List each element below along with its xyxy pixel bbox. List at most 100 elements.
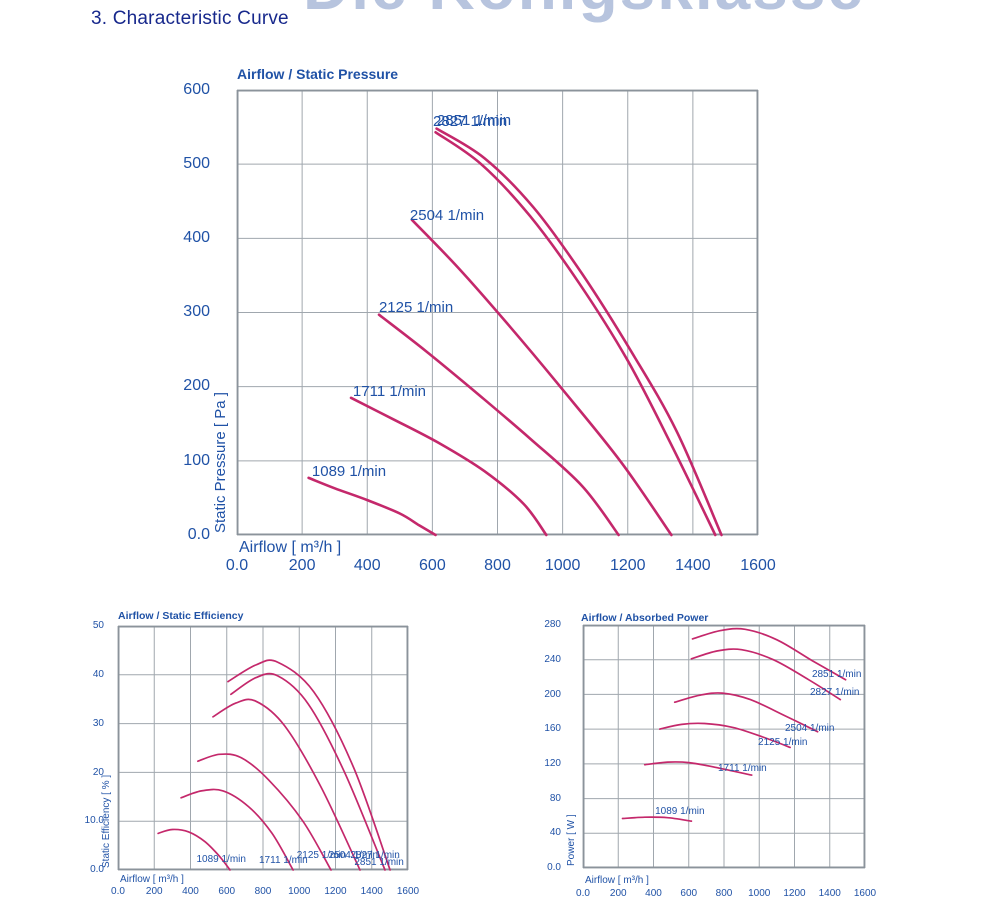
curve-label-2504: 2504 1/min bbox=[784, 723, 835, 735]
x-tick-label: 1000 bbox=[288, 886, 311, 897]
curve-2827-rpm bbox=[434, 131, 717, 537]
curve-label-2851: 2851 1/min bbox=[354, 856, 404, 868]
x-tick-label: 200 bbox=[609, 888, 627, 899]
curve-2827-rpm bbox=[690, 648, 842, 701]
x-tick-label: 800 bbox=[254, 886, 272, 897]
plot-area-efficiency bbox=[117, 625, 409, 871]
y-tick-label: 80 bbox=[549, 792, 561, 804]
curve-label-2827: 2827 1/min bbox=[350, 849, 400, 861]
plot-border bbox=[237, 90, 758, 535]
x-tick-label: 1400 bbox=[818, 888, 841, 899]
x-tick-label: 400 bbox=[353, 557, 381, 574]
x-tick-label: 200 bbox=[288, 557, 316, 574]
y-tick-label: 100 bbox=[183, 451, 210, 469]
x-tick-label: 0.0 bbox=[225, 557, 249, 574]
y-tick-label: 40 bbox=[92, 669, 104, 680]
x-axis-label: Airflow [ m³/h ] bbox=[120, 874, 184, 885]
curve-label-2125: 2125 1/min bbox=[296, 849, 347, 861]
x-tick-label: 800 bbox=[715, 888, 733, 899]
curve-label-1711: 1711 1/min bbox=[259, 855, 308, 867]
x-tick-label: 600 bbox=[419, 557, 446, 574]
x-tick-label: 200 bbox=[145, 886, 163, 897]
curve-label-2827: 2827 1/min bbox=[810, 686, 860, 698]
curve-2504-rpm bbox=[410, 218, 673, 537]
curve-2125-rpm bbox=[658, 722, 791, 749]
curve-label-1711: 1711 1/min bbox=[718, 762, 767, 774]
x-tick-label: 1600 bbox=[853, 888, 877, 899]
chart-title: Airflow / Absorbed Power bbox=[581, 612, 709, 624]
y-tick-label: 30 bbox=[92, 717, 104, 729]
curve-label-1711: 1711 1/min bbox=[352, 382, 427, 400]
x-tick-label: 1000 bbox=[544, 557, 581, 574]
y-tick-label: 280 bbox=[544, 619, 561, 631]
x-tick-label: 1600 bbox=[396, 886, 420, 897]
curve-2125-rpm bbox=[377, 313, 620, 537]
curve-1089-rpm bbox=[621, 816, 693, 822]
curve-label-2504: 2504 1/min bbox=[409, 207, 485, 225]
x-tick-label: 600 bbox=[218, 886, 236, 897]
curve-2125-rpm bbox=[197, 753, 332, 871]
watermark-text: Die Königsklasse bbox=[303, 0, 865, 24]
curve-label-1089: 1089 1/min bbox=[311, 463, 387, 481]
y-tick-label: 500 bbox=[183, 154, 210, 172]
curve-1711-rpm bbox=[349, 396, 548, 537]
curve-2851-rpm bbox=[691, 627, 847, 681]
chart-title: Airflow / Static Efficiency bbox=[118, 610, 244, 622]
x-tick-label: 1000 bbox=[748, 888, 771, 899]
curve-2504-rpm bbox=[212, 698, 361, 871]
y-axis-label: Power [ W ] bbox=[566, 814, 577, 866]
y-tick-label: 40 bbox=[549, 827, 561, 839]
curve-1089-rpm bbox=[307, 476, 437, 537]
plot-area-pressure bbox=[236, 89, 759, 537]
y-tick-label: 400 bbox=[183, 229, 210, 247]
curve-label-2851: 2851 1/min bbox=[436, 112, 512, 130]
x-tick-label: 0.0 bbox=[111, 886, 125, 897]
y-tick-label: 0.0 bbox=[187, 525, 210, 543]
y-tick-label: 50 bbox=[92, 620, 104, 632]
curve-label-2827: 2827 1/min bbox=[433, 112, 508, 130]
x-tick-label: 800 bbox=[484, 557, 511, 574]
y-tick-label: 300 bbox=[183, 303, 210, 321]
curve-label-2504: 2504 1/min bbox=[328, 849, 379, 861]
y-tick-label: 200 bbox=[183, 377, 210, 395]
curve-1711-rpm bbox=[643, 761, 753, 776]
chart-title: Airflow / Static Pressure bbox=[237, 66, 399, 82]
x-tick-label: 1200 bbox=[609, 557, 646, 574]
curve-2851-rpm bbox=[435, 127, 723, 537]
y-tick-label: 120 bbox=[544, 758, 561, 770]
x-tick-label: 400 bbox=[645, 888, 662, 899]
x-tick-label: 0.0 bbox=[576, 888, 590, 899]
x-tick-label: 1400 bbox=[675, 557, 711, 574]
x-axis-label: Airflow [ m³/h ] bbox=[585, 875, 649, 886]
plot-border bbox=[118, 626, 408, 870]
curve-2851-rpm bbox=[227, 659, 391, 871]
curve-1711-rpm bbox=[180, 788, 294, 871]
curve-label-1089: 1089 1/min bbox=[196, 854, 246, 866]
y-tick-label: 240 bbox=[544, 653, 561, 665]
x-tick-label: 1600 bbox=[740, 557, 776, 574]
curve-label-2851: 2851 1/min bbox=[811, 669, 862, 681]
plot-border bbox=[583, 625, 865, 868]
x-tick-label: 1200 bbox=[783, 888, 806, 899]
curve-label-2125: 2125 1/min bbox=[378, 299, 454, 317]
y-tick-label: 600 bbox=[183, 80, 210, 98]
y-tick-label: 0.0 bbox=[547, 862, 561, 874]
y-tick-label: 10.0 bbox=[84, 815, 104, 827]
plot-area-power bbox=[582, 624, 866, 869]
x-axis-label: Airflow [ m³/h ] bbox=[239, 539, 342, 556]
x-tick-label: 600 bbox=[680, 888, 698, 899]
x-tick-label: 400 bbox=[182, 886, 199, 897]
page-title: 3. Characteristic Curve bbox=[91, 8, 289, 29]
curve-label-1089: 1089 1/min bbox=[655, 806, 705, 818]
curve-label-2125: 2125 1/min bbox=[758, 736, 808, 748]
y-tick-label: 20 bbox=[92, 766, 104, 778]
x-tick-label: 1200 bbox=[324, 886, 347, 897]
curve-2827-rpm bbox=[230, 672, 386, 871]
y-tick-label: 0.0 bbox=[90, 864, 104, 876]
y-tick-label: 200 bbox=[544, 688, 561, 700]
x-tick-label: 1400 bbox=[360, 886, 383, 897]
